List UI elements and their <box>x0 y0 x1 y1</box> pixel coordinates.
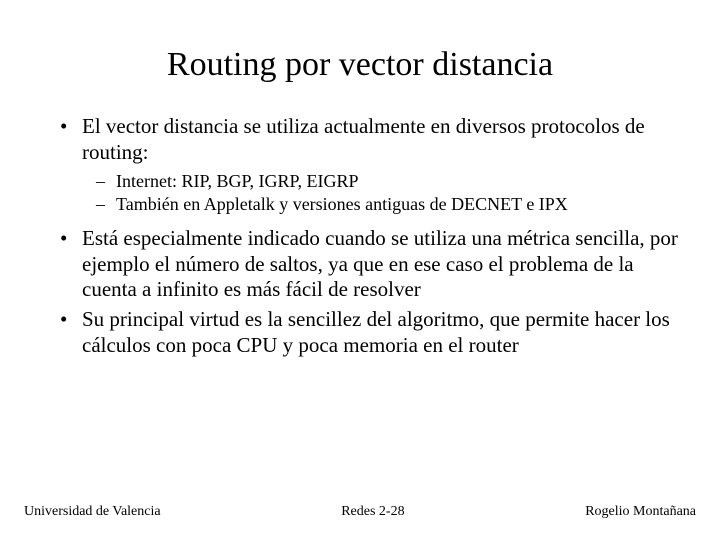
sub-bullet-item: Internet: RIP, BGP, IGRP, EIGRP <box>96 171 680 193</box>
sub-bullet-text: También en Appletalk y versiones antigua… <box>116 194 568 214</box>
bullet-text: El vector distancia se utiliza actualmen… <box>82 114 645 164</box>
footer-left: Universidad de Valencia <box>24 504 161 520</box>
slide-title: Routing por vector distancia <box>0 0 720 114</box>
bullet-item: Su principal virtud es la sencillez del … <box>58 307 680 358</box>
sub-bullet-text: Internet: RIP, BGP, IGRP, EIGRP <box>116 171 359 191</box>
sub-bullet-item: También en Appletalk y versiones antigua… <box>96 194 680 216</box>
bullet-text: Está especialmente indicado cuando se ut… <box>82 226 678 301</box>
sub-bullet-group: Internet: RIP, BGP, IGRP, EIGRP También … <box>58 171 680 216</box>
bullet-item: Está especialmente indicado cuando se ut… <box>58 226 680 303</box>
footer-center: Redes 2-28 <box>161 504 586 520</box>
bullet-text: Su principal virtud es la sencillez del … <box>82 307 670 357</box>
bullet-item: El vector distancia se utiliza actualmen… <box>58 114 680 165</box>
slide-footer: Universidad de Valencia Redes 2-28 Rogel… <box>0 504 720 520</box>
footer-right: Rogelio Montañana <box>585 504 696 520</box>
slide: Routing por vector distancia El vector d… <box>0 0 720 540</box>
slide-content: El vector distancia se utiliza actualmen… <box>0 114 720 358</box>
